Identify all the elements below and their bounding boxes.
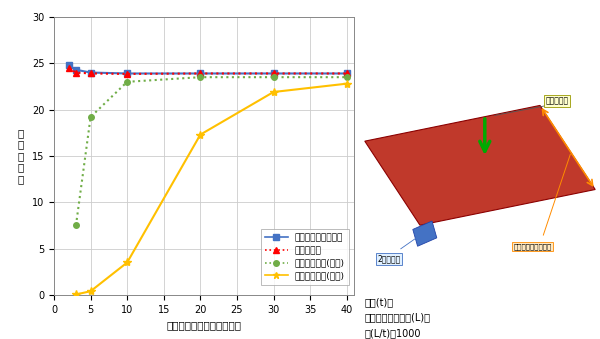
Text: モデル一辺の長さ(L)の: モデル一辺の長さ(L)の	[365, 313, 431, 322]
Line: ソリッド要素(高次): ソリッド要素(高次)	[73, 74, 349, 228]
ソリッド要素(高次)	[270, 75, 277, 79]
ソリッド要素(低次)	[343, 82, 350, 86]
シェル要素	[343, 72, 350, 76]
ソリッドシェル要素	[124, 72, 131, 76]
ソリッドシェル要素	[65, 63, 72, 67]
シェル要素	[65, 66, 72, 70]
Polygon shape	[365, 105, 595, 225]
Text: 厚さ(t)と: 厚さ(t)と	[365, 297, 394, 307]
Text: 比(L/t)：1000: 比(L/t)：1000	[365, 328, 421, 338]
ソリッドシェル要素	[270, 72, 277, 76]
ソリッド要素(高次)	[73, 223, 80, 227]
ソリッド要素(低次)	[87, 289, 94, 293]
ソリッドシェル要素	[73, 68, 80, 72]
ソリッド要素(低次)	[124, 260, 131, 264]
Line: シェル要素: シェル要素	[66, 65, 349, 77]
ソリッド要素(低次)	[73, 293, 80, 297]
ソリッド要素(高次)	[124, 80, 131, 84]
シェル要素	[124, 72, 131, 76]
Text: 圧力を負荷: 圧力を負荷	[545, 97, 568, 106]
Line: ソリッド要素(低次): ソリッド要素(低次)	[72, 80, 351, 299]
Y-axis label: 最
大
変
位
量: 最 大 変 位 量	[17, 128, 24, 184]
Text: 2辺を固定: 2辺を固定	[377, 254, 400, 263]
ソリッド要素(高次)	[197, 75, 204, 79]
ソリッド要素(高次)	[87, 115, 94, 119]
ソリッド要素(高次)	[343, 75, 350, 79]
シェル要素	[270, 72, 277, 76]
Line: ソリッドシェル要素: ソリッドシェル要素	[66, 62, 349, 76]
Legend: ソリッドシェル要素, シェル要素, ソリッド要素(高次), ソリッド要素(低次): ソリッドシェル要素, シェル要素, ソリッド要素(高次), ソリッド要素(低次)	[260, 229, 349, 285]
ソリッド要素(低次)	[197, 133, 204, 137]
ソリッドシェル要素	[87, 71, 94, 75]
シェル要素	[73, 71, 80, 75]
シェル要素	[197, 72, 204, 76]
ソリッド要素(低次)	[270, 90, 277, 94]
Text: 分割数を変化させる: 分割数を変化させる	[514, 243, 552, 250]
シェル要素	[87, 72, 94, 76]
ソリッドシェル要素	[343, 72, 350, 76]
X-axis label: エッジあたりの要素分割数: エッジあたりの要素分割数	[167, 320, 241, 330]
ソリッドシェル要素	[197, 72, 204, 76]
Polygon shape	[413, 221, 437, 246]
